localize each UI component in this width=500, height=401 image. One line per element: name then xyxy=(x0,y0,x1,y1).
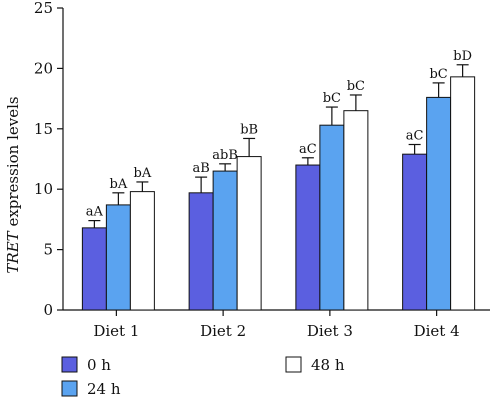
data-label: abB xyxy=(212,148,238,163)
y-axis: 0 5 10 15 20 25 xyxy=(34,0,64,319)
y-tick-label: 20 xyxy=(34,59,53,77)
y-tick-label: 0 xyxy=(43,301,53,319)
legend-label: 48 h xyxy=(311,356,345,374)
y-axis-title-italic: TRET xyxy=(4,230,22,273)
legend-label: 24 h xyxy=(87,380,121,398)
legend-swatch xyxy=(61,380,78,397)
x-axis: Diet 1 Diet 2 Diet 3 Diet 4 xyxy=(63,309,490,340)
y-tick-label: 5 xyxy=(43,241,53,259)
bar xyxy=(295,164,321,311)
data-label: aC xyxy=(299,142,317,157)
data-label: bD xyxy=(453,49,472,64)
legend: 0 h 24 h 48 h xyxy=(61,356,345,398)
bar xyxy=(343,110,369,311)
x-tick-label: Diet 3 xyxy=(307,322,353,340)
y-tick-label: 10 xyxy=(34,180,53,198)
bar xyxy=(450,76,476,311)
data-label: bA xyxy=(134,166,152,181)
bar xyxy=(105,204,131,311)
x-tick-label: Diet 2 xyxy=(200,322,246,340)
y-tick-label: 25 xyxy=(34,0,53,17)
data-label: bC xyxy=(347,79,365,94)
legend-label: 0 h xyxy=(87,356,111,374)
y-axis-title-rest: expression levels xyxy=(4,96,22,231)
data-label: aC xyxy=(406,129,424,144)
bar xyxy=(129,191,155,311)
data-label: bB xyxy=(240,122,258,137)
legend-swatch xyxy=(285,356,302,373)
y-tick-label: 15 xyxy=(34,120,53,138)
bar xyxy=(188,192,214,311)
bar xyxy=(81,227,107,311)
data-label: bC xyxy=(323,91,341,106)
bar xyxy=(319,124,345,311)
x-tick-label: Diet 1 xyxy=(93,322,139,340)
bar xyxy=(426,96,452,311)
y-axis-title: TRET expression levels xyxy=(4,96,22,273)
legend-swatch xyxy=(61,356,78,373)
bar xyxy=(236,156,262,311)
data-label: aA xyxy=(86,205,104,220)
data-label: aB xyxy=(192,161,209,176)
bar xyxy=(402,153,428,311)
bar xyxy=(212,170,238,311)
data-label: bC xyxy=(429,67,447,82)
data-label: bA xyxy=(110,177,128,192)
x-tick-label: Diet 4 xyxy=(414,322,460,340)
